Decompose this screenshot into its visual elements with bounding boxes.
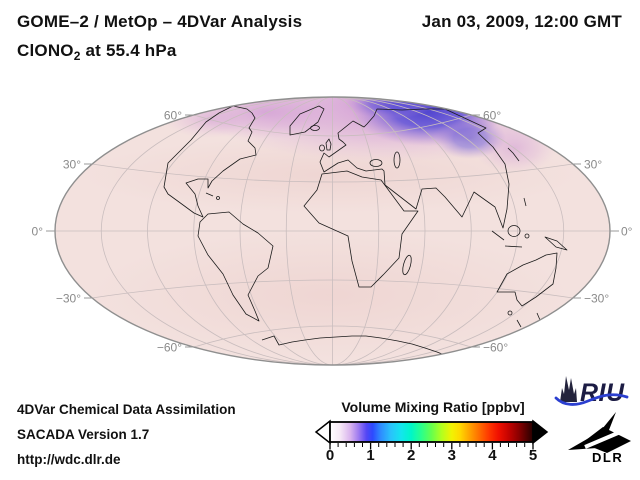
colorbar-left-arrow <box>314 419 331 445</box>
colorbar-tick-1: 1 <box>366 447 375 464</box>
coast-caspian-sea <box>393 151 401 169</box>
coast-black-sea <box>369 159 383 167</box>
lat-label-60s-left: −60° <box>157 341 182 355</box>
colorbar-tick-3: 3 <box>447 447 456 464</box>
coast-cuba <box>205 192 214 197</box>
coast-ireland <box>319 144 325 152</box>
coast-sumatra <box>491 230 505 241</box>
riu-logo: RIU <box>554 376 629 407</box>
coast-new-guinea <box>544 236 568 251</box>
colorbar-right-arrow <box>532 419 549 445</box>
lat-label-0-right: 0° <box>621 225 633 239</box>
riu-wave-icon <box>554 393 629 406</box>
lat-label-30n-left: 30° <box>63 158 81 172</box>
coast-greenland <box>289 105 325 136</box>
coast-java <box>504 245 523 248</box>
lat-label-0-left: 0° <box>32 225 44 239</box>
page-subtitle: ClONO2 at 55.4 hPa <box>17 41 177 63</box>
colorbar <box>314 419 549 450</box>
colorbar-minor-ticks <box>337 443 526 447</box>
species-formula: ClONO <box>17 41 74 60</box>
page-title: GOME–2 / MetOp – 4DVar Analysis <box>17 12 303 31</box>
coast-africa <box>303 170 419 288</box>
footer-line-version: SACADA Version 1.7 <box>17 427 150 442</box>
coast-japan <box>507 147 520 162</box>
coast-north-america <box>163 105 257 218</box>
coast-sulawesi <box>524 233 530 239</box>
coastlines <box>163 105 568 357</box>
species-formula-subscript: 2 <box>73 49 81 63</box>
datetime-label: Jan 03, 2009, 12:00 GMT <box>421 12 622 31</box>
coast-borneo <box>507 225 521 237</box>
coast-australia <box>496 252 558 307</box>
pressure-level: at 55.4 hPa <box>80 41 177 60</box>
colorbar-tick-4: 4 <box>488 447 497 464</box>
coast-eurasia <box>319 108 510 229</box>
dlr-emblem-slash <box>584 428 626 449</box>
footer-line-url: http://wdc.dlr.de <box>17 452 121 467</box>
latitude-ticks <box>46 114 619 348</box>
coast-hispaniola <box>216 196 220 200</box>
colorbar-tick-5: 5 <box>528 447 538 464</box>
colorbar-major-ticks <box>329 443 534 450</box>
lat-label-30n-right: 30° <box>584 158 602 172</box>
dlr-logo: DLR <box>568 412 631 465</box>
riu-cathedral-icon <box>560 376 577 402</box>
map-body <box>55 97 610 365</box>
coast-tasmania <box>507 310 513 316</box>
lat-label-30s-left: −30° <box>56 292 81 306</box>
colorbar-gradient <box>329 421 534 443</box>
coast-antarctica <box>261 335 448 357</box>
coast-new-zealand <box>516 312 541 328</box>
latitude-labels: 60° 30° 0° −30° −60° 60° 30° 0° −30° −60… <box>32 109 633 355</box>
colorbar-tick-2: 2 <box>407 447 416 464</box>
lat-label-60s-right: −60° <box>483 341 508 355</box>
coast-south-america <box>197 211 274 322</box>
coast-britain <box>325 138 332 151</box>
colorbar-tick-0: 0 <box>325 447 335 464</box>
coast-madagascar <box>402 254 412 276</box>
lat-label-60n-right: 60° <box>483 109 501 123</box>
footer-line-assimilation: 4DVar Chemical Data Assimilation <box>17 402 236 417</box>
coast-philippines <box>523 197 527 207</box>
dlr-logo-text: DLR <box>592 450 623 465</box>
colorbar-title: Volume Mixing Ratio [ppbv] <box>341 399 525 415</box>
coast-iceland <box>310 125 320 131</box>
lat-label-30s-right: −30° <box>584 292 609 306</box>
lat-label-60n-left: 60° <box>164 109 182 123</box>
